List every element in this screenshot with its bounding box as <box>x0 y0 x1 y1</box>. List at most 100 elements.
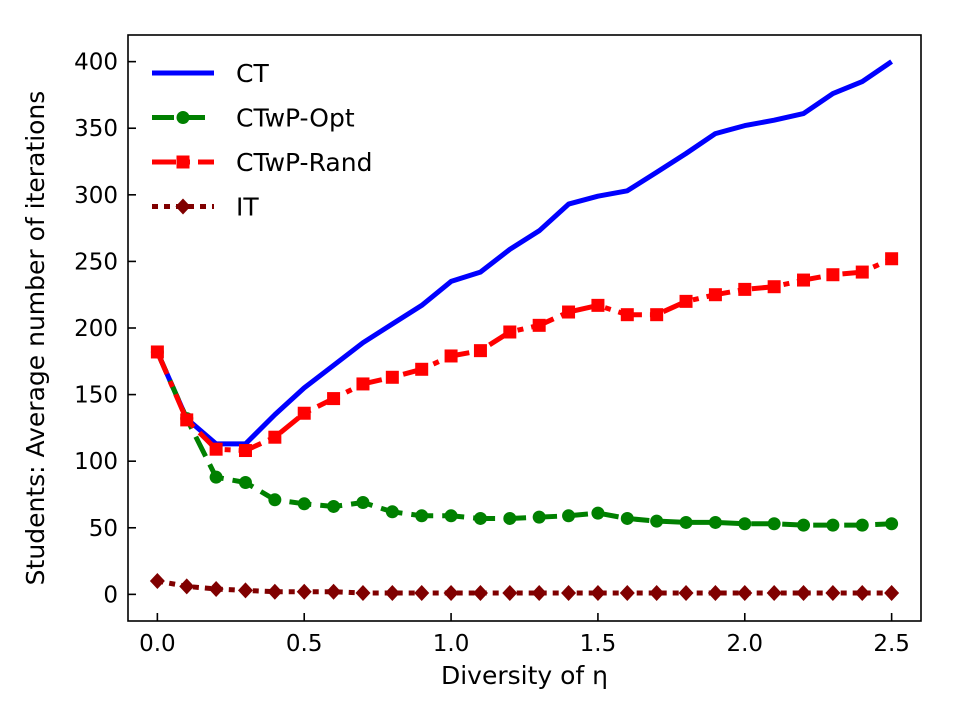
data-point-ctwp-rand-2 <box>209 442 223 456</box>
data-point-ctwp-rand-12 <box>503 325 517 339</box>
data-point-it-14 <box>561 585 577 602</box>
data-point-it-4 <box>267 583 283 600</box>
data-point-ctwp-rand-8 <box>385 370 399 384</box>
data-point-ctwp-rand-11 <box>473 344 487 358</box>
legend-label-ctwp-opt: CTwP-Opt <box>236 104 355 133</box>
data-point-ctwp-opt-4 <box>268 493 282 507</box>
legend: CT CTwP-Opt CTwP-Rand IT <box>152 59 372 222</box>
y-tick-label-3: 150 <box>74 383 118 409</box>
legend-label-ct: CT <box>236 59 269 88</box>
data-point-it-7 <box>355 585 371 602</box>
x-tick-label-0: 0.0 <box>139 631 176 657</box>
data-point-ctwp-rand-19 <box>708 288 722 302</box>
data-point-ctwp-opt-17 <box>650 514 664 528</box>
y-tick-label-7: 350 <box>74 116 118 142</box>
y-tick-label-2: 100 <box>74 449 118 475</box>
data-point-it-9 <box>414 585 430 602</box>
data-point-ctwp-opt-12 <box>503 511 517 525</box>
data-point-ctwp-opt-14 <box>562 509 576 523</box>
data-point-ctwp-rand-24 <box>855 265 869 279</box>
x-axis-label: Diversity of η <box>441 661 608 690</box>
data-point-ctwp-rand-23 <box>826 268 840 282</box>
y-tick-label-8: 400 <box>74 50 118 76</box>
data-point-ctwp-rand-5 <box>297 406 311 420</box>
axis-ticks: 0.0 0.5 1.0 1.5 2.0 2.5 0 50 100 150 200 250 300 350 4… <box>74 50 910 657</box>
data-point-ctwp-rand-13 <box>532 318 546 332</box>
x-tick-label-4: 2.0 <box>726 631 763 657</box>
data-point-it-15 <box>590 585 606 602</box>
data-point-ctwp-rand-3 <box>238 444 252 458</box>
data-point-ctwp-opt-18 <box>679 515 693 529</box>
data-point-it-11 <box>472 585 488 602</box>
legend-marker-ctwp-rand <box>176 155 190 169</box>
series-ct <box>155 59 894 447</box>
data-point-ctwp-opt-2 <box>209 470 223 484</box>
series-group <box>149 59 900 602</box>
data-point-ctwp-rand-17 <box>650 308 664 322</box>
data-point-ctwp-rand-15 <box>591 298 605 312</box>
data-point-ctwp-opt-8 <box>385 505 399 519</box>
legend-item-ctwp-rand: CTwP-Rand <box>152 148 372 177</box>
y-tick-label-1: 50 <box>89 516 118 542</box>
data-point-ctwp-opt-24 <box>855 518 869 532</box>
data-point-ctwp-opt-22 <box>797 518 811 532</box>
legend-marker-ctwp-opt <box>176 111 190 124</box>
data-point-ctwp-rand-22 <box>797 273 811 287</box>
data-point-it-18 <box>678 585 694 602</box>
data-point-it-22 <box>796 585 812 602</box>
data-point-it-1 <box>179 578 195 595</box>
legend-label-it: IT <box>236 193 259 222</box>
data-point-it-13 <box>531 585 547 602</box>
data-point-it-25 <box>884 585 900 602</box>
data-point-it-0 <box>149 573 165 590</box>
data-point-it-16 <box>619 585 635 602</box>
data-point-it-19 <box>707 585 723 602</box>
data-point-ctwp-rand-0 <box>150 345 164 359</box>
data-point-it-21 <box>766 585 782 602</box>
x-tick-label-3: 1.5 <box>580 631 617 657</box>
data-point-ctwp-rand-7 <box>356 377 370 391</box>
x-tick-label-1: 0.5 <box>286 631 323 657</box>
data-point-ctwp-rand-10 <box>444 349 458 363</box>
y-tick-label-5: 250 <box>74 249 118 275</box>
data-point-ctwp-opt-9 <box>415 509 429 523</box>
y-tick-label-0: 0 <box>103 582 118 608</box>
data-point-ctwp-rand-6 <box>327 392 341 406</box>
data-point-ctwp-rand-14 <box>562 305 576 319</box>
data-point-ctwp-opt-10 <box>444 509 458 523</box>
data-point-ctwp-opt-19 <box>708 515 722 529</box>
data-point-it-8 <box>384 585 400 602</box>
data-point-ctwp-rand-25 <box>885 252 899 266</box>
data-point-ctwp-opt-5 <box>297 497 311 511</box>
series-line-ct <box>155 59 894 447</box>
data-point-it-24 <box>854 585 870 602</box>
data-point-ctwp-opt-21 <box>767 517 781 531</box>
y-axis-label: Students: Average number of iterations <box>21 91 50 586</box>
data-point-ctwp-opt-6 <box>327 499 341 513</box>
data-point-ctwp-opt-16 <box>620 511 634 525</box>
legend-item-ct: CT <box>152 59 269 88</box>
data-point-it-2 <box>208 581 224 598</box>
data-point-it-12 <box>502 585 518 602</box>
data-point-ctwp-rand-4 <box>268 430 282 444</box>
legend-marker-it <box>175 198 191 215</box>
y-tick-label-6: 300 <box>74 183 118 209</box>
data-point-ctwp-opt-25 <box>885 517 899 531</box>
series-ctwp-rand <box>150 252 899 458</box>
data-point-ctwp-rand-20 <box>738 282 752 296</box>
legend-label-ctwp-rand: CTwP-Rand <box>236 148 372 177</box>
data-point-ctwp-opt-7 <box>356 495 370 509</box>
x-tick-label-5: 2.5 <box>873 631 910 657</box>
data-point-ctwp-rand-16 <box>620 308 634 322</box>
data-point-ctwp-opt-15 <box>591 506 605 520</box>
data-point-ctwp-opt-23 <box>826 518 840 532</box>
data-point-ctwp-opt-13 <box>532 510 546 524</box>
data-point-it-6 <box>326 583 342 600</box>
data-point-it-10 <box>443 585 459 602</box>
data-point-it-20 <box>737 585 753 602</box>
data-point-ctwp-opt-3 <box>238 475 252 489</box>
legend-item-ctwp-opt: CTwP-Opt <box>152 104 355 133</box>
data-point-ctwp-opt-20 <box>738 517 752 531</box>
